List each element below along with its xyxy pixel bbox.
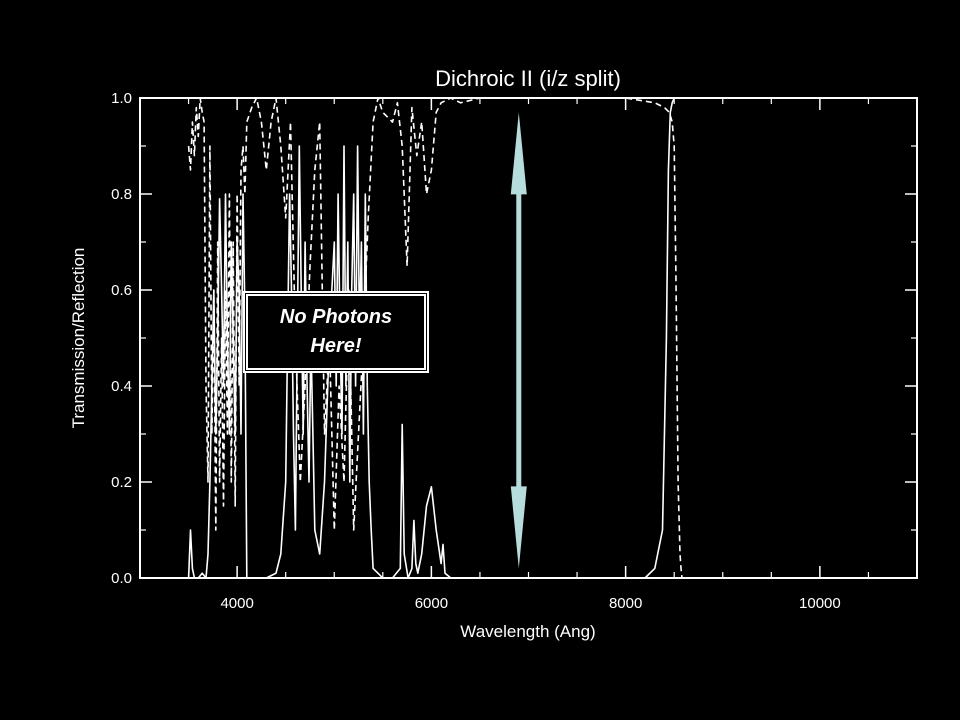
- x-tick-label: 4000: [220, 595, 253, 612]
- annotation-text: No Photons Here!: [279, 306, 393, 357]
- y-tick-label: 0.6: [111, 282, 132, 299]
- y-tick-label: 0.2: [111, 474, 132, 491]
- x-tick-label: 6000: [415, 595, 448, 612]
- annotation-box: No Photons Here!: [245, 293, 427, 371]
- y-tick-label: 1.0: [111, 90, 132, 107]
- x-tick-label: 10000: [799, 595, 841, 612]
- arrow-head-bottom: [510, 486, 527, 569]
- y-tick-label: 0.0: [111, 570, 132, 587]
- y-axis-label: Transmission/Reflection: [69, 248, 88, 429]
- double-arrow: [510, 112, 527, 569]
- arrow-head-top: [510, 112, 527, 195]
- y-tick-label: 0.8: [111, 186, 132, 203]
- reflection-curve-dashed: [187, 97, 917, 579]
- transmission-curve-solid: [187, 97, 917, 579]
- chart-title: Dichroic II (i/z split): [435, 66, 621, 91]
- series-group: [187, 97, 917, 579]
- x-tick-label: 8000: [609, 595, 642, 612]
- y-tick-label: 0.4: [111, 378, 132, 395]
- x-axis-label: Wavelength (Ang): [460, 622, 595, 641]
- axis-ticks: 4000 6000 8000 10000 0.0 0.2 0.4 0.6 0.8 1.0: [111, 90, 918, 612]
